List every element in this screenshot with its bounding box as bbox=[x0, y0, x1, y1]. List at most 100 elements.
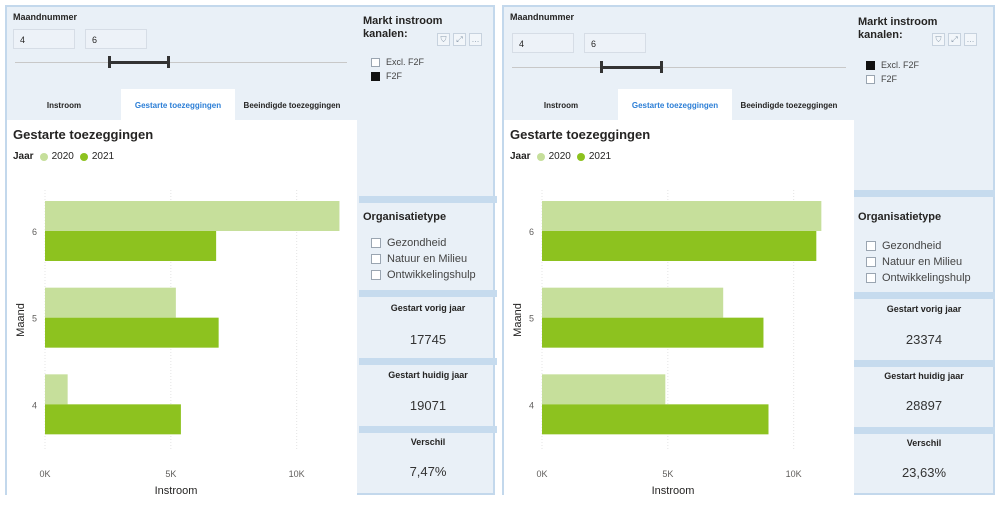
kpi-label-verschil: Verschil bbox=[906, 438, 942, 448]
org-label: Natuur en Milieu bbox=[882, 256, 963, 268]
section-divider bbox=[854, 360, 995, 367]
checkbox-icon[interactable] bbox=[371, 270, 381, 280]
channel-label: Excl. F2F bbox=[881, 60, 920, 70]
chart-panel: Gestarte toezeggingen Jaar 2020 2021 0K 5… bbox=[504, 120, 854, 495]
range-from-input[interactable]: 4 bbox=[13, 29, 75, 49]
bar-2020-maand-5 bbox=[45, 287, 176, 318]
checkbox-icon[interactable] bbox=[866, 241, 876, 251]
range-to-input[interactable]: 6 bbox=[584, 33, 646, 53]
bar-2020-maand-4 bbox=[542, 374, 666, 405]
slider-track[interactable] bbox=[512, 67, 846, 68]
bar-2021-maand-5 bbox=[542, 317, 764, 348]
tab-gestarte-toezeggingen[interactable]: Gestarte toezeggingen bbox=[121, 89, 235, 122]
org-type-title: Organisatietype bbox=[363, 211, 447, 223]
checkbox-icon[interactable] bbox=[371, 238, 381, 248]
checkbox-icon[interactable] bbox=[866, 74, 875, 84]
filter-icon[interactable]: ⛉ bbox=[932, 33, 945, 46]
section-divider bbox=[854, 427, 995, 434]
channel-label: Excl. F2F bbox=[386, 57, 425, 67]
focus-mode-icon[interactable]: ⤢ bbox=[453, 33, 466, 46]
tab-gestarte-toezeggingen[interactable]: Gestarte toezeggingen bbox=[618, 89, 732, 122]
chart-title: Gestarte toezeggingen bbox=[13, 127, 154, 142]
kpi-label-vorig-jaar: Gestart vorig jaar bbox=[886, 304, 962, 314]
org-option-gezondheid[interactable]: Gezondheid bbox=[866, 240, 941, 252]
org-type-title: Organisatietype bbox=[858, 211, 942, 223]
org-option-gezondheid[interactable]: Gezondheid bbox=[371, 237, 446, 249]
org-option-natuur-en-milieu[interactable]: Natuur en Milieu bbox=[371, 253, 467, 265]
y-tick-label: 4 bbox=[32, 400, 37, 410]
channel-option-f2f[interactable]: F2F bbox=[866, 74, 897, 84]
kpi-value-verschil: 23,63% bbox=[901, 465, 947, 480]
legend-title: Jaar bbox=[13, 151, 34, 162]
bar-2020-maand-6 bbox=[542, 201, 822, 231]
kpi-value-verschil: 7,47% bbox=[409, 464, 447, 479]
slider-handle-max[interactable] bbox=[167, 56, 170, 68]
focus-mode-icon[interactable]: ⤢ bbox=[948, 33, 961, 46]
x-tick-label: 0K bbox=[536, 469, 547, 479]
x-tick-label: 10K bbox=[786, 469, 802, 479]
checkbox-icon[interactable] bbox=[866, 273, 876, 283]
kpi-value-vorig-jaar: 23374 bbox=[905, 332, 943, 347]
channel-option-f2f[interactable]: F2F bbox=[371, 71, 402, 81]
y-tick-label: 5 bbox=[32, 314, 37, 324]
slicer-title: Maandnummer bbox=[13, 12, 78, 22]
visual-header-icons: ⛉ ⤢ … bbox=[932, 33, 977, 46]
channel-option-excl-f2f[interactable]: Excl. F2F bbox=[866, 60, 919, 70]
org-option-natuur-en-milieu[interactable]: Natuur en Milieu bbox=[866, 256, 962, 268]
slider-handle-max[interactable] bbox=[660, 61, 663, 73]
dashboard-left: Maandnummer 4 6 Instroom Gestarte toezeg… bbox=[5, 5, 497, 495]
channels-title: Markt instroom kanalen: bbox=[858, 16, 938, 41]
tab-instroom[interactable]: Instroom bbox=[46, 101, 82, 110]
y-tick-label: 5 bbox=[529, 314, 534, 324]
section-divider bbox=[854, 190, 995, 197]
org-option-ontwikkelingshulp[interactable]: Ontwikkelingshulp bbox=[866, 272, 971, 284]
bar-2020-maand-6 bbox=[45, 201, 340, 231]
bar-2021-maand-6 bbox=[542, 231, 817, 261]
slider-range bbox=[109, 61, 169, 64]
channel-label: F2F bbox=[386, 71, 403, 81]
y-axis-title: Maand bbox=[512, 303, 524, 337]
slider-handle-min[interactable] bbox=[108, 56, 111, 68]
chart-legend: Jaar 2020 2021 bbox=[13, 151, 114, 162]
kpi-value-huidig-jaar: 19071 bbox=[409, 398, 447, 413]
range-to-input[interactable]: 6 bbox=[85, 29, 147, 49]
org-label: Ontwikkelingshulp bbox=[882, 272, 971, 284]
tab-beeindigde-toezeggingen[interactable]: Beeindigde toezeggingen bbox=[243, 101, 341, 110]
org-option-ontwikkelingshulp[interactable]: Ontwikkelingshulp bbox=[371, 269, 476, 281]
bar-chart: 0K 5K 10K 6 5 4 Instroom Maand bbox=[15, 190, 340, 495]
slider-handle-min[interactable] bbox=[600, 61, 603, 73]
checkbox-checked-icon[interactable] bbox=[371, 71, 380, 81]
more-options-icon[interactable]: … bbox=[964, 33, 977, 46]
checkbox-icon[interactable] bbox=[371, 57, 380, 67]
dashboard-right: Maandnummer 4 6 Instroom Gestarte toezeg… bbox=[502, 5, 995, 495]
kpi-label-verschil: Verschil bbox=[410, 437, 446, 447]
channel-option-excl-f2f[interactable]: Excl. F2F bbox=[371, 57, 424, 67]
slider-track[interactable] bbox=[15, 62, 347, 63]
section-divider bbox=[359, 426, 497, 433]
checkbox-checked-icon[interactable] bbox=[866, 60, 875, 70]
checkbox-icon[interactable] bbox=[866, 257, 876, 267]
x-tick-label: 5K bbox=[662, 469, 673, 479]
x-axis-title: Instroom bbox=[652, 485, 695, 495]
checkbox-icon[interactable] bbox=[371, 254, 381, 264]
bar-chart: 0K 5K 10K 6 5 4 Instroom Maand bbox=[512, 190, 822, 495]
x-axis-title: Instroom bbox=[155, 485, 198, 495]
x-tick-label: 0K bbox=[39, 469, 50, 479]
tab-beeindigde-toezeggingen[interactable]: Beeindigde toezeggingen bbox=[740, 101, 838, 110]
tab-instroom[interactable]: Instroom bbox=[543, 101, 579, 110]
range-from-input[interactable]: 4 bbox=[512, 33, 574, 53]
filter-icon[interactable]: ⛉ bbox=[437, 33, 450, 46]
bar-2021-maand-6 bbox=[45, 231, 217, 261]
legend-label-2021: 2021 bbox=[91, 151, 115, 162]
x-tick-label: 10K bbox=[289, 469, 305, 479]
y-axis-title: Maand bbox=[15, 303, 27, 337]
bar-2021-maand-5 bbox=[45, 317, 219, 348]
slicer-title: Maandnummer bbox=[510, 12, 575, 22]
legend-title: Jaar bbox=[510, 151, 531, 162]
more-options-icon[interactable]: … bbox=[469, 33, 482, 46]
legend-label-2020: 2020 bbox=[548, 151, 571, 162]
legend-label-2021: 2021 bbox=[588, 151, 612, 162]
tab-bar: Instroom Gestarte toezeggingen Beeindigd… bbox=[504, 89, 846, 122]
legend-dot-2021 bbox=[576, 152, 585, 161]
chart-legend: Jaar 2020 2021 bbox=[510, 151, 611, 162]
